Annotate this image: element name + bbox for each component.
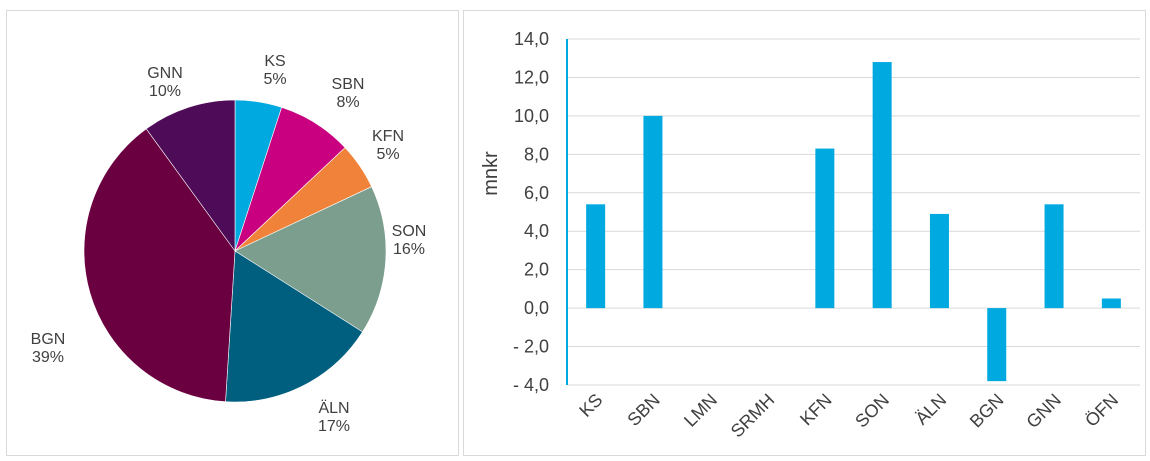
x-tick-label: ÖFN [1081, 390, 1122, 431]
x-tick-label: KFN [796, 390, 836, 430]
pie-label-sbn: SBN 8% [332, 76, 365, 111]
pie-label-äln: ÄLN 17% [318, 399, 350, 435]
y-tick-label: 4,0 [524, 221, 549, 241]
pie-label-ks: KS 5% [263, 53, 286, 88]
bar-bgn [987, 308, 1007, 382]
x-tick-label: LMN [680, 390, 721, 431]
bar-öfn [1101, 298, 1121, 309]
x-tick-label: SRMH [727, 390, 779, 442]
pie-slice-äln [225, 250, 363, 403]
bar-gnn [1044, 204, 1064, 309]
pie-slice-bgn [83, 128, 236, 403]
y-tick-label: 10,0 [514, 106, 549, 126]
pie-label-son: SON 16% [392, 223, 427, 258]
y-tick-label: 2,0 [524, 260, 549, 280]
y-tick-label: 8,0 [524, 144, 549, 164]
x-tick-label: GNN [1022, 390, 1064, 432]
bar-son [872, 62, 892, 309]
pie-slice-son [234, 186, 387, 333]
y-tick-label: - 4,0 [513, 375, 549, 395]
y-tick-label: 6,0 [524, 183, 549, 203]
bar-äln [929, 213, 949, 309]
y-tick-label: - 2,0 [513, 337, 549, 357]
bar-ks [586, 204, 606, 309]
pie-label-gnn: GNN 10% [147, 65, 183, 100]
y-tick-label: 0,0 [524, 298, 549, 318]
bar-chart: 14,0 12,0 10,0 8,0 6,0 4,0 2,0 0,0 - 2,0 - 4,0 mnk… [480, 29, 1140, 442]
pie-label-bgn: BGN 39% [31, 331, 66, 366]
pie-chart-panel: KS 5% SBN 8% KFN 5% SON 16% ÄLN 17% BGN 39% GNN 10% [6, 10, 459, 456]
y-tick-label: 14,0 [514, 29, 549, 49]
bar-sbn [643, 115, 663, 309]
pie-slice-gnn [145, 99, 236, 252]
x-tick-label: BGN [966, 390, 1008, 432]
x-tick-label: SBN [623, 390, 663, 430]
y-axis-label: mnkr [480, 151, 502, 196]
y-tick-label: 12,0 [514, 67, 549, 87]
pie-label-kfn: KFN 5% [372, 128, 404, 163]
x-tick-label: SON [851, 390, 893, 432]
bar-chart-panel: 14,0 12,0 10,0 8,0 6,0 4,0 2,0 0,0 - 2,0 - 4,0 mnk… [463, 10, 1146, 456]
pie-chart: KS 5% SBN 8%KFN 5% SON 16% ÄLN 17% BGN 39% GNN 10% [31, 53, 427, 435]
bar-kfn [815, 148, 835, 309]
x-tick-label: KS [575, 390, 606, 421]
x-tick-label: ÄLN [911, 390, 950, 429]
